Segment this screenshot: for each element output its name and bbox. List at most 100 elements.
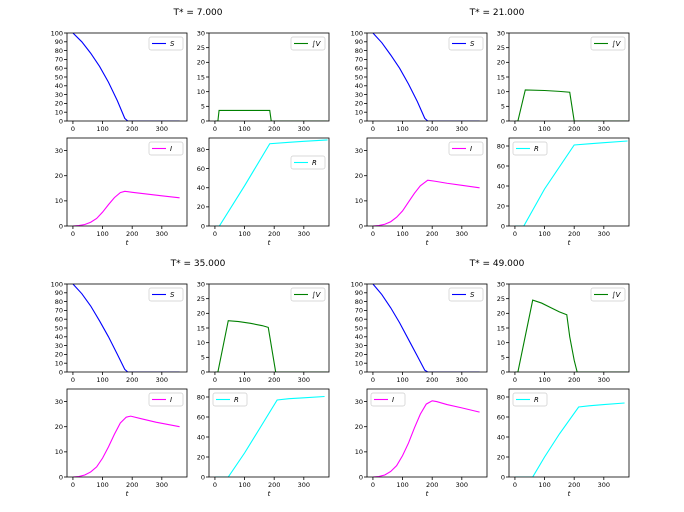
x-tick-label: 0 — [371, 481, 375, 489]
y-tick-label: 40 — [355, 333, 363, 341]
x-tick-label: 0 — [71, 376, 75, 384]
y-tick-label: 30 — [355, 147, 363, 155]
y-tick-label: 5 — [501, 103, 505, 111]
y-tick-label: 20 — [497, 202, 505, 210]
panel-V: 0 100 200 300 0 5 10 15 20 25 30 ∫V — [497, 280, 630, 384]
y-tick-label: 10 — [55, 360, 63, 368]
x-tick-label: 300 — [598, 481, 610, 489]
x-tick-label: 200 — [268, 481, 280, 489]
legend: S — [148, 287, 184, 302]
x-tick-label: 300 — [456, 481, 468, 489]
series-line-S — [372, 284, 480, 372]
panel-I: 0 100 200 300 0 10 20 30 t I — [355, 137, 488, 247]
x-axis-label: t — [568, 239, 571, 247]
y-tick-label: 100 — [351, 280, 363, 288]
y-tick-label: 0 — [359, 117, 363, 125]
series-line-I — [372, 179, 480, 226]
y-tick-label: 40 — [55, 82, 63, 90]
series-line-R — [214, 139, 328, 226]
panel-I: 0 100 200 300 0 10 20 30 t I — [355, 388, 488, 498]
x-tick-label: 100 — [396, 230, 408, 238]
panel-V: 0 100 200 300 0 5 10 15 20 25 30 ∫V — [197, 280, 330, 384]
x-tick-label: 0 — [513, 230, 517, 238]
series-line-I — [372, 400, 480, 477]
y-tick-label: 10 — [55, 197, 63, 205]
y-tick-label: 20 — [497, 453, 505, 461]
x-tick-label: 0 — [71, 481, 75, 489]
y-tick-label: 25 — [197, 295, 205, 303]
y-tick-label: 5 — [201, 354, 205, 362]
y-tick-label: 20 — [197, 203, 205, 211]
y-tick-label: 100 — [51, 29, 63, 37]
y-tick-label: 0 — [359, 222, 363, 230]
legend: R — [512, 141, 548, 156]
y-tick-label: 50 — [355, 324, 363, 332]
series-line-I — [72, 190, 180, 226]
series-line-V — [214, 320, 328, 372]
y-tick-label: 30 — [355, 91, 363, 99]
y-tick-label: 30 — [497, 29, 505, 37]
y-tick-label: 20 — [355, 423, 363, 431]
subfigure-title: T* = 7.000 — [172, 8, 222, 18]
x-tick-label: 0 — [213, 125, 217, 133]
y-tick-label: 80 — [55, 47, 63, 55]
y-tick-label: 30 — [55, 342, 63, 350]
panel-I: 0 100 200 300 0 10 20 30 t I — [55, 137, 188, 247]
y-tick-label: 60 — [55, 65, 63, 73]
y-tick-label: 0 — [501, 368, 505, 376]
y-tick-label: 40 — [497, 182, 505, 190]
y-tick-label: 30 — [55, 91, 63, 99]
legend-label: ∫V — [312, 291, 322, 299]
legend-label: I — [170, 396, 172, 404]
legend-label: R — [234, 396, 239, 404]
x-tick-label: 100 — [538, 481, 550, 489]
x-tick-label: 0 — [371, 230, 375, 238]
panel-R: 0 100 200 300 0 20 40 60 80 t R — [497, 137, 630, 247]
y-tick-label: 5 — [201, 103, 205, 111]
y-tick-label: 60 — [197, 413, 205, 421]
y-tick-label: 50 — [55, 73, 63, 81]
y-tick-label: 60 — [497, 413, 505, 421]
x-tick-label: 200 — [426, 125, 438, 133]
y-tick-label: 0 — [201, 473, 205, 481]
legend: ∫V — [590, 287, 626, 302]
x-axis-label: t — [426, 490, 429, 498]
legend: I — [148, 392, 184, 407]
panel-R: 0 100 200 300 0 20 40 60 80 t R — [197, 388, 330, 498]
y-tick-label: 60 — [355, 316, 363, 324]
x-tick-label: 200 — [126, 230, 138, 238]
series-line-S — [72, 284, 180, 372]
legend-label: ∫V — [612, 291, 622, 299]
y-tick-label: 50 — [355, 73, 363, 81]
x-tick-label: 200 — [426, 481, 438, 489]
x-tick-label: 300 — [156, 376, 168, 384]
x-tick-label: 100 — [396, 376, 408, 384]
axes-frame — [508, 388, 630, 478]
y-tick-label: 15 — [197, 324, 205, 332]
y-tick-label: 80 — [197, 393, 205, 401]
x-tick-label: 300 — [298, 125, 310, 133]
axes-frame — [508, 137, 630, 227]
y-tick-label: 20 — [497, 59, 505, 67]
x-tick-label: 100 — [396, 481, 408, 489]
legend: ∫V — [290, 287, 326, 302]
y-tick-label: 20 — [197, 59, 205, 67]
y-tick-label: 20 — [55, 172, 63, 180]
y-tick-label: 0 — [501, 117, 505, 125]
y-tick-label: 20 — [55, 100, 63, 108]
y-tick-label: 90 — [55, 289, 63, 297]
series-line-I — [72, 415, 180, 477]
y-tick-label: 80 — [355, 47, 363, 55]
x-tick-label: 200 — [568, 376, 580, 384]
x-tick-label: 0 — [71, 125, 75, 133]
y-tick-label: 0 — [201, 222, 205, 230]
panel-V: 0 100 200 300 0 5 10 15 20 25 30 ∫V — [497, 29, 630, 133]
y-tick-label: 0 — [359, 368, 363, 376]
x-tick-label: 0 — [513, 481, 517, 489]
legend: R — [212, 392, 248, 407]
legend-label: R — [312, 159, 317, 167]
legend-label: R — [534, 396, 539, 404]
